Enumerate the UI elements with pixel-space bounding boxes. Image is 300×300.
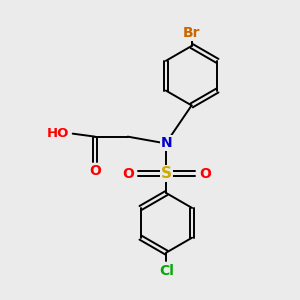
Text: Br: Br — [183, 26, 200, 40]
Text: O: O — [122, 167, 134, 181]
Text: O: O — [199, 167, 211, 181]
Text: O: O — [89, 164, 101, 178]
Text: S: S — [161, 166, 172, 181]
Text: N: N — [160, 136, 172, 150]
Text: HO: HO — [47, 127, 69, 140]
Text: Cl: Cl — [159, 264, 174, 278]
